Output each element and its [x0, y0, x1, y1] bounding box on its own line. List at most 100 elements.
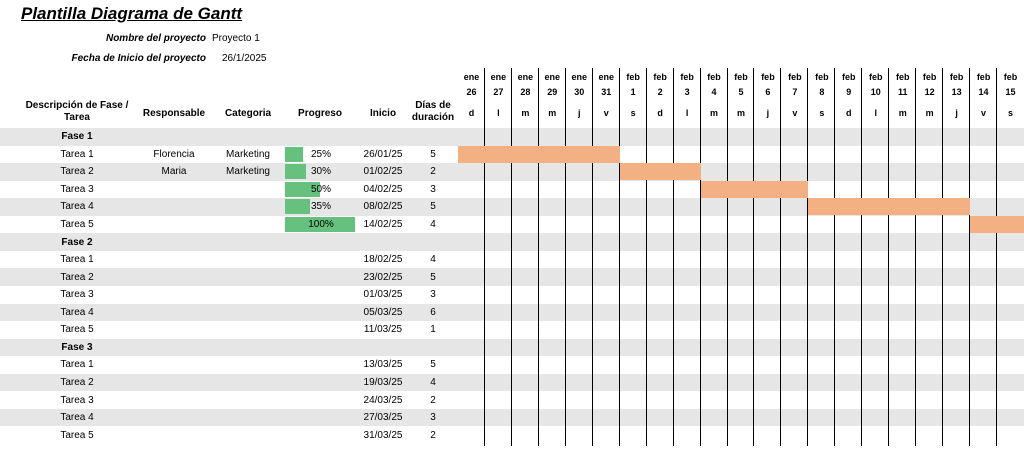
task-duration[interactable]: 3: [430, 183, 436, 195]
task-progress[interactable]: [285, 374, 357, 392]
task-progress[interactable]: 35%: [310, 201, 331, 213]
task-duration[interactable]: 1: [430, 324, 436, 336]
task-duration[interactable]: 2: [430, 429, 436, 441]
task-duration[interactable]: 4: [430, 376, 436, 388]
task-duration[interactable]: 2: [430, 166, 436, 178]
task-category[interactable]: [220, 181, 276, 199]
task-name[interactable]: Tarea 1: [60, 254, 94, 266]
task-name[interactable]: Tarea 5: [60, 219, 94, 231]
task-progress[interactable]: [285, 409, 357, 427]
task-duration[interactable]: 2: [430, 394, 436, 406]
task-responsible[interactable]: [140, 356, 208, 374]
task-progress[interactable]: 25%: [310, 148, 331, 160]
task-category[interactable]: [220, 409, 276, 427]
task-start-date[interactable]: 24/03/25: [363, 394, 403, 406]
task-name[interactable]: Tarea 2: [60, 271, 94, 283]
task-start-date[interactable]: 11/03/25: [363, 324, 403, 336]
gantt-bar[interactable]: [970, 215, 1024, 233]
task-name[interactable]: Tarea 2: [60, 166, 94, 178]
task-responsible[interactable]: [140, 251, 208, 269]
task-responsible[interactable]: Florencia: [153, 148, 195, 160]
table-row: Tarea 4 27/03/25 3: [0, 408, 1024, 427]
task-progress[interactable]: [285, 391, 357, 409]
task-progress[interactable]: 30%: [310, 166, 331, 178]
task-category[interactable]: [220, 426, 276, 444]
task-progress[interactable]: 100%: [308, 219, 334, 231]
task-responsible[interactable]: [140, 286, 208, 304]
task-duration[interactable]: 6: [430, 306, 436, 318]
task-category[interactable]: [220, 391, 276, 409]
project-start-value[interactable]: 26/1/2025: [222, 53, 267, 64]
task-duration[interactable]: 3: [430, 289, 436, 301]
day-header-month: feb: [895, 72, 910, 82]
task-name[interactable]: Tarea 3: [60, 183, 94, 195]
task-start-date[interactable]: 18/02/25: [363, 254, 403, 266]
task-responsible[interactable]: [140, 374, 208, 392]
task-duration[interactable]: 3: [430, 412, 436, 424]
task-progress[interactable]: [285, 426, 357, 444]
gantt-bar[interactable]: [700, 180, 809, 198]
task-start-date[interactable]: 04/02/25: [363, 183, 403, 195]
task-duration[interactable]: 5: [430, 148, 436, 160]
task-name[interactable]: Tarea 5: [60, 324, 94, 336]
task-name[interactable]: Tarea 4: [60, 201, 94, 213]
task-name[interactable]: Tarea 2: [60, 376, 94, 388]
task-responsible[interactable]: [140, 304, 208, 322]
gantt-bar[interactable]: [458, 145, 620, 163]
task-progress[interactable]: [285, 286, 357, 304]
project-name-value[interactable]: Proyecto 1: [212, 33, 260, 44]
task-start-date[interactable]: 27/03/25: [363, 412, 403, 424]
task-duration[interactable]: 5: [430, 271, 436, 283]
task-responsible[interactable]: [140, 181, 208, 199]
task-name[interactable]: Tarea 4: [60, 412, 94, 424]
task-category[interactable]: [220, 268, 276, 286]
task-duration[interactable]: 5: [430, 201, 436, 213]
task-start-date[interactable]: 23/02/25: [363, 271, 403, 283]
task-responsible[interactable]: [140, 268, 208, 286]
task-start-date[interactable]: 01/03/25: [363, 289, 403, 301]
task-name[interactable]: Tarea 4: [60, 306, 94, 318]
task-start-date[interactable]: 08/02/25: [363, 201, 403, 213]
task-start-date[interactable]: 01/02/25: [363, 166, 403, 178]
task-category[interactable]: [220, 198, 276, 216]
task-category[interactable]: [220, 286, 276, 304]
task-category[interactable]: [220, 321, 276, 339]
task-category[interactable]: [220, 304, 276, 322]
task-responsible[interactable]: [140, 409, 208, 427]
task-start-date[interactable]: 31/03/25: [363, 429, 403, 441]
task-category[interactable]: [220, 251, 276, 269]
task-start-date[interactable]: 13/03/25: [363, 359, 403, 371]
task-name[interactable]: Tarea 5: [60, 429, 94, 441]
task-start-date[interactable]: 14/02/25: [363, 219, 403, 231]
task-name[interactable]: Tarea 1: [60, 148, 94, 160]
task-category[interactable]: [220, 356, 276, 374]
task-progress[interactable]: [285, 321, 357, 339]
table-row: Tarea 2 Maria Marketing 30% 01/02/25 2: [0, 163, 1024, 181]
task-duration[interactable]: 4: [430, 219, 436, 231]
task-progress[interactable]: [285, 268, 357, 286]
task-name[interactable]: Tarea 1: [60, 359, 94, 371]
task-start-date[interactable]: 05/03/25: [363, 306, 403, 318]
task-progress[interactable]: [285, 356, 357, 374]
task-progress[interactable]: [285, 251, 357, 269]
task-responsible[interactable]: [140, 321, 208, 339]
task-category[interactable]: Marketing: [226, 166, 270, 178]
task-start-date[interactable]: 19/03/25: [363, 376, 403, 388]
task-category[interactable]: [220, 374, 276, 392]
task-category[interactable]: [220, 216, 276, 234]
task-name[interactable]: Tarea 3: [60, 289, 94, 301]
task-duration[interactable]: 5: [430, 359, 436, 371]
task-duration[interactable]: 4: [430, 254, 436, 266]
task-responsible[interactable]: [140, 391, 208, 409]
task-name[interactable]: Tarea 3: [60, 394, 94, 406]
task-progress[interactable]: [285, 304, 357, 322]
task-responsible[interactable]: [140, 198, 208, 216]
task-start-date[interactable]: 26/01/25: [363, 148, 403, 160]
task-category[interactable]: Marketing: [226, 148, 270, 160]
task-progress[interactable]: 50%: [310, 183, 331, 195]
gantt-bar[interactable]: [619, 163, 701, 181]
task-responsible[interactable]: [140, 426, 208, 444]
task-responsible[interactable]: [140, 216, 208, 234]
task-responsible[interactable]: Maria: [161, 166, 187, 178]
gantt-bar[interactable]: [808, 198, 971, 216]
